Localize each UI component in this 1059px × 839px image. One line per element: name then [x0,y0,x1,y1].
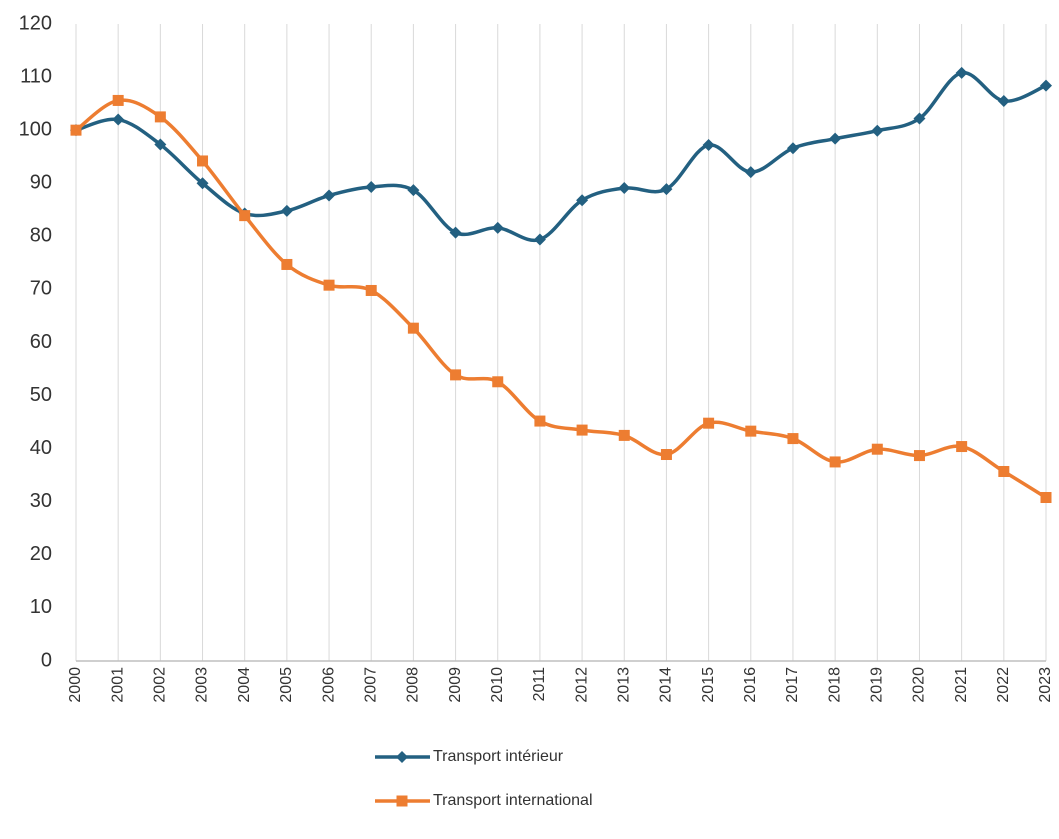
series-marker [365,180,378,193]
series-marker [618,182,631,195]
x-tick-label: 2022 [995,667,1012,703]
x-tick-label: 2012 [573,667,590,703]
series-marker [196,177,209,190]
x-tick-label: 2003 [194,667,211,703]
x-tick-label: 2018 [826,667,843,703]
y-tick-label: 80 [30,225,52,247]
series-marker [407,184,420,197]
y-tick-label: 20 [30,543,52,565]
x-tick-label: 2013 [615,667,632,703]
series-marker [533,233,546,246]
series-marker [323,189,336,202]
legend-label: Transport intérieur [433,748,564,765]
series-marker [280,204,293,217]
y-tick-label: 110 [20,65,52,87]
series-marker [576,424,588,436]
series-marker [998,465,1010,477]
series-marker [703,417,715,429]
x-tick-label: 2019 [869,667,886,703]
series-marker [913,112,926,125]
x-tick-label: 2015 [700,667,717,703]
x-tick-label: 2017 [784,667,801,703]
x-tick-label: 2023 [1037,667,1054,703]
series-marker [956,441,968,453]
series-line [75,71,1047,243]
series-marker [449,226,462,239]
series-marker [1040,79,1052,92]
y-tick-label: 40 [30,437,52,459]
y-tick-label: 60 [30,331,52,353]
series-marker [702,139,715,152]
series-marker [112,113,125,126]
series-marker [491,221,504,234]
series-marker [492,376,504,388]
y-tick-label: 0 [41,649,52,671]
x-tick-label: 2021 [953,667,970,703]
series-marker [660,183,673,196]
series-marker [197,155,209,167]
series-marker [786,142,799,155]
series-marker [997,94,1010,107]
x-tick-label: 2001 [109,667,126,703]
x-tick-label: 2009 [447,667,464,703]
x-tick-label: 2006 [320,667,337,703]
series-marker [660,449,672,461]
y-tick-label: 120 [19,12,52,34]
y-tick-label: 30 [30,490,52,512]
series-marker [955,66,968,79]
series-marker [871,443,883,455]
x-tick-label: 2011 [531,667,548,702]
series-line [74,98,1047,499]
series-marker [829,456,841,468]
legend-marker [396,795,408,807]
series-marker [744,166,757,179]
series-marker [70,124,82,136]
series-marker [576,194,589,207]
series-marker [239,210,251,222]
x-tick-label: 2020 [911,667,928,703]
series-marker [154,138,167,151]
series-marker [534,415,546,427]
series-marker [281,258,293,270]
x-tick-label: 2004 [236,667,253,703]
y-tick-label: 10 [30,596,52,618]
y-tick-label: 70 [30,278,52,300]
series-marker [323,279,335,291]
series-marker [450,369,462,381]
series-marker [745,425,757,437]
legend-marker [396,751,408,763]
series-marker [913,450,925,462]
series-marker [618,429,630,441]
series-marker [787,433,799,445]
series-marker [112,94,124,106]
x-tick-label: 2000 [67,667,84,703]
y-tick-label: 100 [19,118,52,140]
x-tick-label: 2010 [489,667,506,703]
series-marker [407,322,419,334]
series-marker [154,111,166,123]
y-tick-label: 50 [30,384,52,406]
series-marker [1040,492,1052,504]
x-tick-label: 2008 [405,667,422,703]
x-tick-label: 2016 [742,667,759,703]
series-marker [829,132,842,145]
legend-label: Transport international [433,792,593,809]
x-tick-label: 2007 [362,667,379,703]
series-marker [871,124,884,137]
series-marker [365,284,377,296]
x-tick-label: 2005 [278,667,295,703]
x-tick-label: 2014 [658,667,675,703]
x-tick-label: 2002 [152,667,169,703]
y-tick-label: 90 [30,172,52,194]
